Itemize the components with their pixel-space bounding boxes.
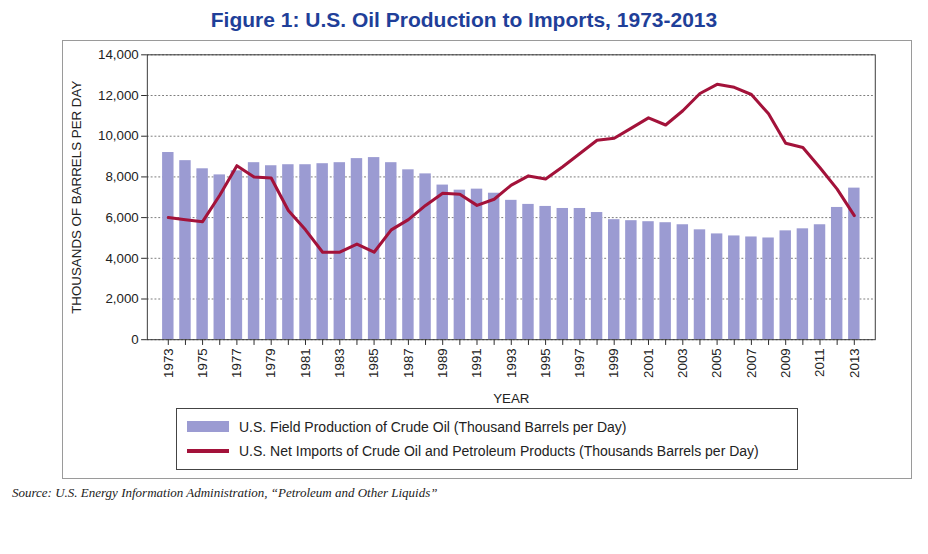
svg-text:1997: 1997 xyxy=(572,348,587,378)
svg-text:2005: 2005 xyxy=(709,348,724,378)
svg-text:2009: 2009 xyxy=(778,348,793,378)
html-text:U.S. Net Imports of Crude Oil: U.S. Net Imports of Crude Oil and Petrol… xyxy=(239,442,759,459)
svg-text:1999: 1999 xyxy=(606,348,621,378)
svg-text:THOUSANDS OF BARRELS PER DAY: THOUSANDS OF BARRELS PER DAY xyxy=(69,81,84,314)
svg-text:14,000: 14,000 xyxy=(98,47,139,62)
svg-text:1995: 1995 xyxy=(538,348,553,378)
svg-text:12,000: 12,000 xyxy=(98,88,139,103)
svg-text:1991: 1991 xyxy=(469,348,484,378)
svg-text:2011: 2011 xyxy=(812,348,827,377)
svg-text:YEAR: YEAR xyxy=(493,391,529,406)
svg-text:1981: 1981 xyxy=(298,348,313,378)
svg-text:2001: 2001 xyxy=(641,348,656,378)
html-text:Source: U.S. Energy Informatio: Source: U.S. Energy Information Administ… xyxy=(12,484,438,500)
html-text:Figure 1: U.S. Oil Production: Figure 1: U.S. Oil Production to Imports… xyxy=(210,8,718,31)
svg-text:1985: 1985 xyxy=(366,348,381,378)
svg-text:1973: 1973 xyxy=(161,348,176,378)
svg-text:0: 0 xyxy=(131,332,138,347)
svg-text:2003: 2003 xyxy=(675,348,690,378)
svg-text:2,000: 2,000 xyxy=(105,291,138,306)
svg-text:1975: 1975 xyxy=(195,348,210,378)
svg-text:10,000: 10,000 xyxy=(98,128,139,143)
svg-text:1983: 1983 xyxy=(332,348,347,378)
svg-text:2013: 2013 xyxy=(847,348,862,378)
svg-text:4,000: 4,000 xyxy=(105,251,138,266)
svg-text:1977: 1977 xyxy=(229,348,244,378)
svg-text:1979: 1979 xyxy=(263,348,278,378)
svg-text:1989: 1989 xyxy=(435,348,450,378)
svg-text:6,000: 6,000 xyxy=(105,210,138,225)
html-text:U.S. Field Production of Crude: U.S. Field Production of Crude Oil (Thou… xyxy=(239,418,627,435)
svg-text:8,000: 8,000 xyxy=(105,169,138,184)
svg-text:2007: 2007 xyxy=(744,348,759,378)
svg-text:1993: 1993 xyxy=(504,348,519,378)
svg-text:1987: 1987 xyxy=(401,348,416,378)
